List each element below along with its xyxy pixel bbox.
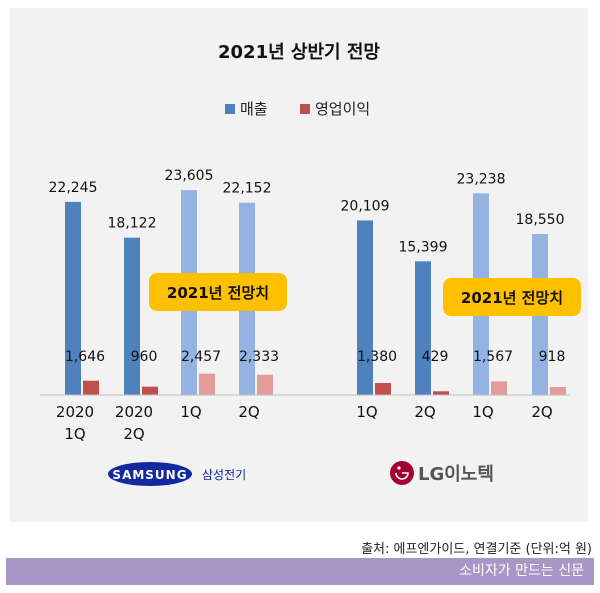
- bar-op: [257, 374, 273, 395]
- legend-label-sales: 매출: [240, 100, 268, 118]
- bar-sales: [124, 237, 140, 395]
- x-tick-label: 2Q: [123, 425, 144, 443]
- callout-box-lg: [443, 278, 581, 316]
- value-label-op: 1,567: [473, 349, 513, 365]
- bar-sales: [357, 220, 373, 395]
- value-label-op: 2,333: [239, 349, 279, 365]
- value-label-sales: 18,122: [108, 216, 157, 232]
- bar-op: [375, 383, 391, 395]
- chart-title: 2021년 상반기 전망: [218, 42, 380, 63]
- value-label-op: 1,646: [65, 349, 105, 365]
- bar-op: [83, 380, 99, 395]
- samsung-logo-ellipse: [108, 462, 192, 486]
- callout-box-samsung: [149, 273, 287, 311]
- labels-layer: 22,245 1,646 2020 1Q 18,122 960 2020 2Q 23,605 2,…: [49, 168, 566, 443]
- x-tick-label: 2020: [115, 403, 153, 421]
- value-label-sales: 18,550: [516, 212, 565, 228]
- bar-op: [550, 387, 566, 395]
- bar-sales: [415, 261, 431, 395]
- x-tick-label: 1Q: [356, 403, 377, 421]
- value-label-sales: 15,399: [399, 239, 448, 255]
- lg-logo: LG이노텍: [390, 461, 494, 485]
- x-tick-label: 2Q: [238, 403, 259, 421]
- x-tick-label: 2Q: [414, 403, 435, 421]
- value-label-op: 918: [539, 349, 566, 365]
- samsung-logo-text: SAMSUNG: [112, 468, 187, 482]
- x-tick-label: 1Q: [472, 403, 493, 421]
- lg-logo-face: [395, 472, 409, 480]
- source-note: 출처: 에프엔가이드, 연결기준 (단위:억 원): [361, 542, 592, 557]
- value-label-sales: 22,245: [49, 180, 98, 196]
- legend-label-op: 영업이익: [315, 100, 370, 118]
- footer-text: 소비자가 만드는 신문: [459, 563, 584, 579]
- callout-lg: 2021년 전망치: [443, 278, 581, 316]
- bar-op: [433, 391, 449, 395]
- chart: 2021년 상반기 전망 매출 영업이익 22,245 1,646 2020 1Q 18…: [40, 42, 581, 486]
- value-label-op: 2,457: [181, 349, 221, 365]
- samsung-company-name: 삼성전기: [202, 468, 246, 482]
- value-label-sales: 22,152: [223, 181, 272, 197]
- bar-op: [199, 373, 215, 395]
- x-tick-label: 2Q: [531, 403, 552, 421]
- callout-text-samsung: 2021년 전망치: [167, 284, 269, 302]
- legend-swatch-sales: [225, 104, 235, 114]
- bar-op: [491, 381, 507, 395]
- lg-company-name: LG이노텍: [418, 464, 494, 485]
- value-label-op: 1,380: [357, 349, 397, 365]
- value-label-op: 960: [131, 349, 158, 365]
- x-tick-label: 2020: [56, 403, 94, 421]
- legend-swatch-op: [300, 104, 310, 114]
- value-label-sales: 20,109: [341, 198, 390, 214]
- bar-sales: [65, 201, 81, 395]
- callout-text-lg: 2021년 전망치: [461, 289, 563, 307]
- bar-op: [142, 386, 158, 395]
- callout-samsung: 2021년 전망치: [149, 273, 287, 311]
- lg-logo-eye: [397, 466, 401, 470]
- value-label-op: 429: [422, 349, 449, 365]
- x-tick-label: 1Q: [180, 403, 201, 421]
- value-label-sales: 23,238: [457, 171, 506, 187]
- chart-panel: 2021년 상반기 전망 매출 영업이익 22,245 1,646 2020 1Q 18…: [10, 8, 588, 522]
- x-tick-label: 1Q: [64, 425, 85, 443]
- value-label-sales: 23,605: [165, 168, 214, 184]
- footer-banner: 소비자가 만드는 신문: [6, 558, 594, 585]
- samsung-logo: SAMSUNG 삼성전기: [108, 462, 246, 486]
